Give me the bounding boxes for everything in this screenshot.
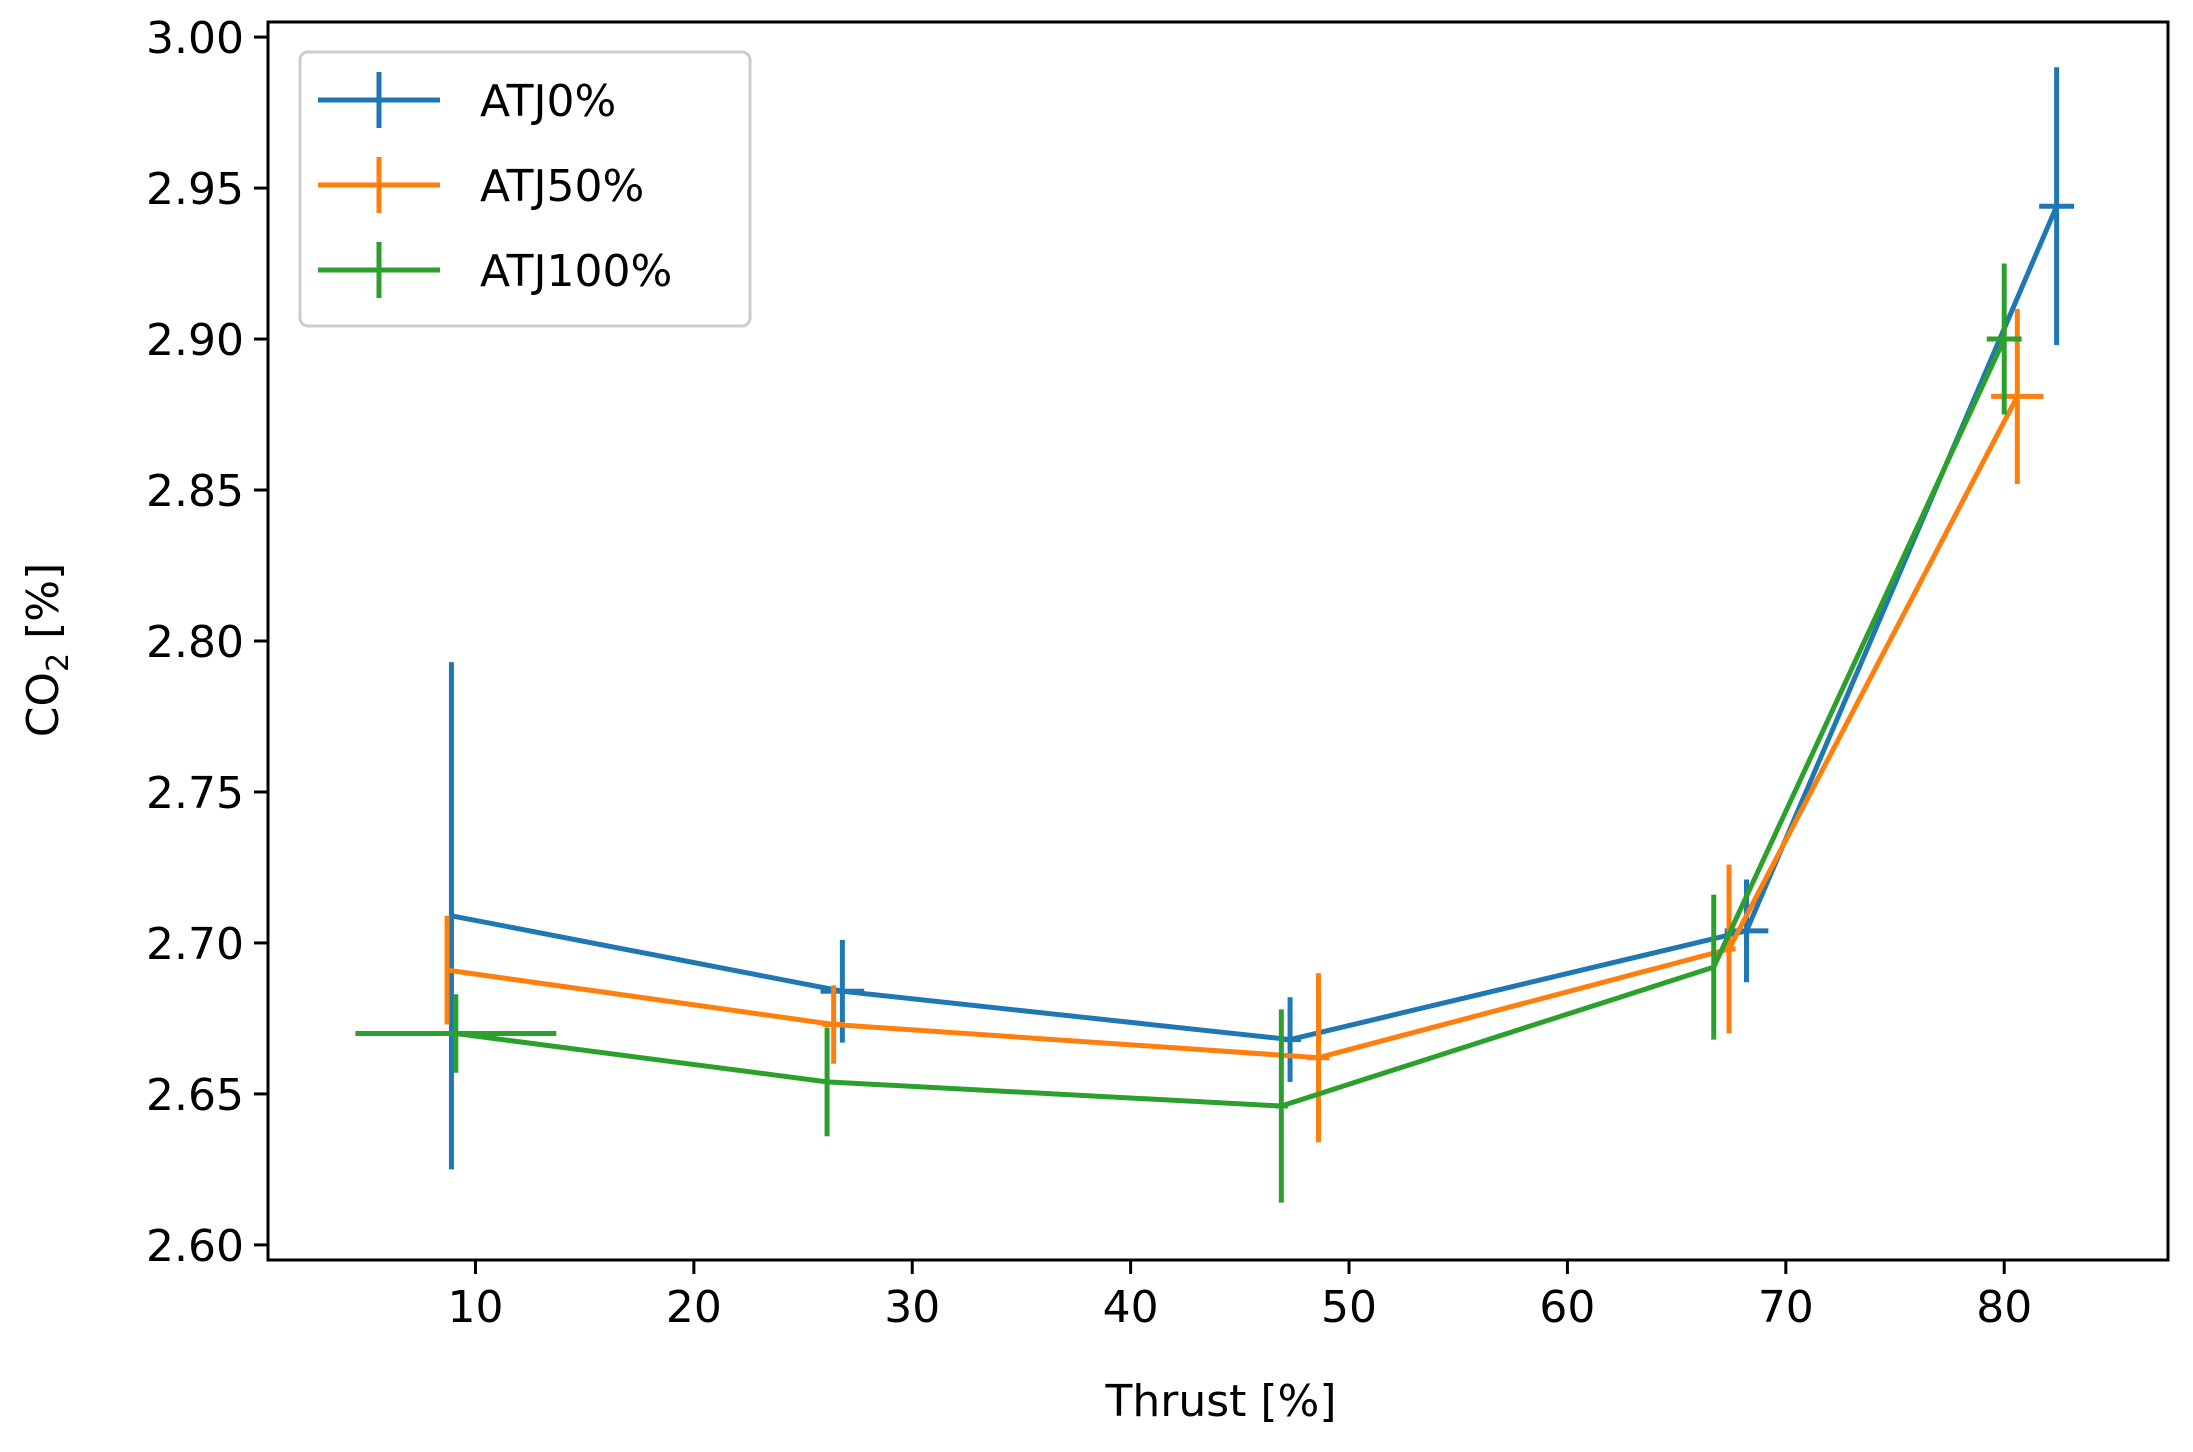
x-tick-label: 10 [447, 1282, 503, 1333]
y-tick-label: 2.75 [146, 768, 244, 819]
y-tick-label: 3.00 [146, 13, 244, 64]
x-tick-label: 80 [1976, 1282, 2032, 1333]
legend: ATJ0% ATJ50% ATJ100% [298, 50, 752, 328]
legend-item-3: ATJ100% [318, 242, 672, 298]
x-tick-label: 30 [884, 1282, 940, 1333]
y-tick-label: 2.95 [146, 164, 244, 215]
series-2 [444, 308, 2044, 1143]
y-tick-label: 2.65 [146, 1070, 244, 1121]
legend-label: ATJ50% [480, 161, 644, 212]
legend-item-2: ATJ50% [318, 157, 644, 213]
y-tick-label: 2.90 [146, 315, 244, 366]
y-tick-label: 2.70 [146, 919, 244, 970]
x-tick-label: 40 [1103, 1282, 1159, 1333]
legend-label: ATJ0% [480, 76, 616, 127]
x-tick-label: 50 [1321, 1282, 1377, 1333]
series-3 [355, 263, 2022, 1203]
legend-item-1: ATJ0% [318, 72, 616, 128]
series-line [455, 337, 2007, 1109]
y-axis-title-tail: [%] [18, 563, 69, 653]
x-tick-label: 60 [1539, 1282, 1595, 1333]
plot-layer [355, 67, 2075, 1203]
y-tick-label: 2.60 [146, 1221, 244, 1272]
y-tick-label: 2.80 [146, 617, 244, 668]
legend-label: ATJ100% [480, 246, 672, 297]
y-tick-label: 2.85 [146, 466, 244, 517]
x-tick-label: 20 [666, 1282, 722, 1333]
axes-layer: 10 20 30 40 50 60 70 80 2.60 2.65 2.70 2.75 2.80 2.85… [146, 13, 2170, 1333]
y-axis-title: CO2 [%] [18, 563, 76, 738]
y-axis-title-subscript: 2 [41, 653, 76, 672]
legend-box [298, 50, 752, 328]
y-axis-title-main: CO [18, 672, 69, 737]
series-line [450, 205, 2059, 1043]
x-axis-title: Thrust [%] [1104, 1376, 1336, 1427]
x-tick-label: 70 [1758, 1282, 1814, 1333]
